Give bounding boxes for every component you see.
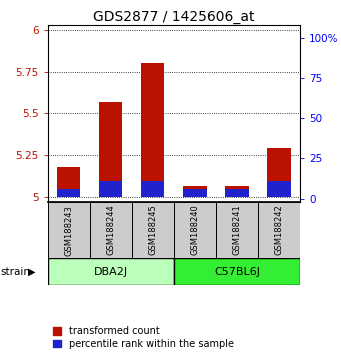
- Text: GSM188243: GSM188243: [64, 205, 73, 256]
- Text: strain: strain: [1, 267, 31, 277]
- Bar: [99, 181, 122, 197]
- Bar: [183, 189, 207, 197]
- Bar: [225, 189, 249, 197]
- Text: GSM188242: GSM188242: [275, 205, 284, 256]
- Bar: [48, 202, 90, 258]
- Bar: [48, 258, 174, 285]
- Bar: [90, 202, 132, 258]
- Bar: [267, 181, 291, 197]
- Title: GDS2877 / 1425606_at: GDS2877 / 1425606_at: [93, 10, 255, 24]
- Text: DBA2J: DBA2J: [94, 267, 128, 277]
- Bar: [132, 202, 174, 258]
- Bar: [141, 63, 164, 197]
- Text: ▶: ▶: [28, 267, 36, 277]
- Bar: [174, 202, 216, 258]
- Text: GSM188240: GSM188240: [190, 205, 199, 256]
- Bar: [174, 258, 300, 285]
- Bar: [57, 167, 80, 197]
- Text: GSM188245: GSM188245: [148, 205, 158, 256]
- Bar: [99, 102, 122, 197]
- Legend: transformed count, percentile rank within the sample: transformed count, percentile rank withi…: [53, 326, 234, 349]
- Bar: [225, 186, 249, 197]
- Bar: [267, 148, 291, 197]
- Bar: [141, 181, 164, 197]
- Text: GSM188241: GSM188241: [233, 205, 241, 256]
- Text: GSM188244: GSM188244: [106, 205, 115, 256]
- Bar: [183, 186, 207, 197]
- Text: C57BL6J: C57BL6J: [214, 267, 260, 277]
- Bar: [216, 202, 258, 258]
- Bar: [258, 202, 300, 258]
- Bar: [57, 189, 80, 197]
